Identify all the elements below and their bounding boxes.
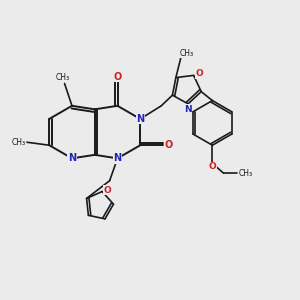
Text: O: O [113,72,122,82]
Text: CH₃: CH₃ [11,138,26,147]
Text: O: O [208,162,216,171]
Text: N: N [184,105,192,114]
Text: O: O [195,69,203,78]
Text: O: O [103,185,111,194]
Text: N: N [68,153,76,164]
Text: N: N [113,153,122,164]
Text: O: O [164,140,173,150]
Text: CH₃: CH₃ [56,73,70,82]
Text: N: N [136,114,144,124]
Text: CH₃: CH₃ [180,49,194,58]
Text: CH₃: CH₃ [239,169,253,178]
